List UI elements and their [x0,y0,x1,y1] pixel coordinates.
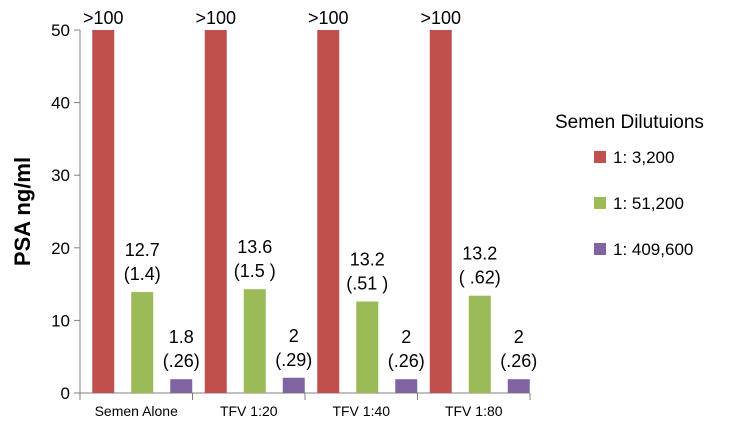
y-tick-label: 20 [51,239,70,258]
y-tick-label: 30 [51,166,70,185]
bar-3 [170,379,193,393]
data-label: 13.6 [237,237,272,257]
data-label: >100 [308,8,349,28]
data-label: (.26) [388,351,425,371]
legend-swatch-1 [594,151,606,163]
bar-2 [243,289,266,393]
data-label: 13.2 [462,244,497,264]
data-label: (.29) [275,350,312,370]
x-category-label: TFV 1:20 [220,403,278,419]
bar-2 [468,295,491,393]
data-label: (.26) [500,351,537,371]
legend-title: Semen Dilutuions [555,112,704,133]
data-label: (.26) [163,351,200,371]
data-label: >100 [195,8,236,28]
bar-2 [356,301,379,393]
data-label: >100 [83,8,124,28]
y-tick-label: 50 [51,21,70,40]
bar-3 [282,377,305,393]
y-axis-label: PSA ng/ml [10,157,35,266]
data-label: (.51 ) [346,274,388,294]
data-label: 1.8 [169,327,194,347]
y-tick-label: 10 [51,311,70,330]
bar-1 [204,30,227,393]
bar-1 [429,30,452,393]
bar-1 [317,30,340,393]
legend-label-2: 1: 51,200 [613,194,684,213]
data-label: 2 [289,326,299,346]
data-label: 13.2 [350,250,385,270]
legend-label-3: 1: 409,600 [613,240,693,259]
data-label: 12.7 [125,240,160,260]
data-label: >100 [420,8,461,28]
data-label: ( .62) [459,268,501,288]
x-category-label: Semen Alone [95,403,178,419]
bar-3 [507,379,530,393]
x-category-label: TFV 1:80 [445,403,503,419]
data-label: 2 [514,327,524,347]
data-label: (1.4) [124,264,161,284]
y-tick-label: 40 [51,94,70,113]
legend-swatch-3 [594,243,606,255]
bar-3 [395,379,418,393]
x-category-label: TFV 1:40 [332,403,390,419]
legend-swatch-2 [594,197,606,209]
bar-1 [92,30,115,393]
data-label: (1.5 ) [234,261,276,281]
y-tick-label: 0 [61,384,70,403]
legend-label-1: 1: 3,200 [613,148,674,167]
data-label: 2 [401,327,411,347]
bar-2 [131,292,154,393]
